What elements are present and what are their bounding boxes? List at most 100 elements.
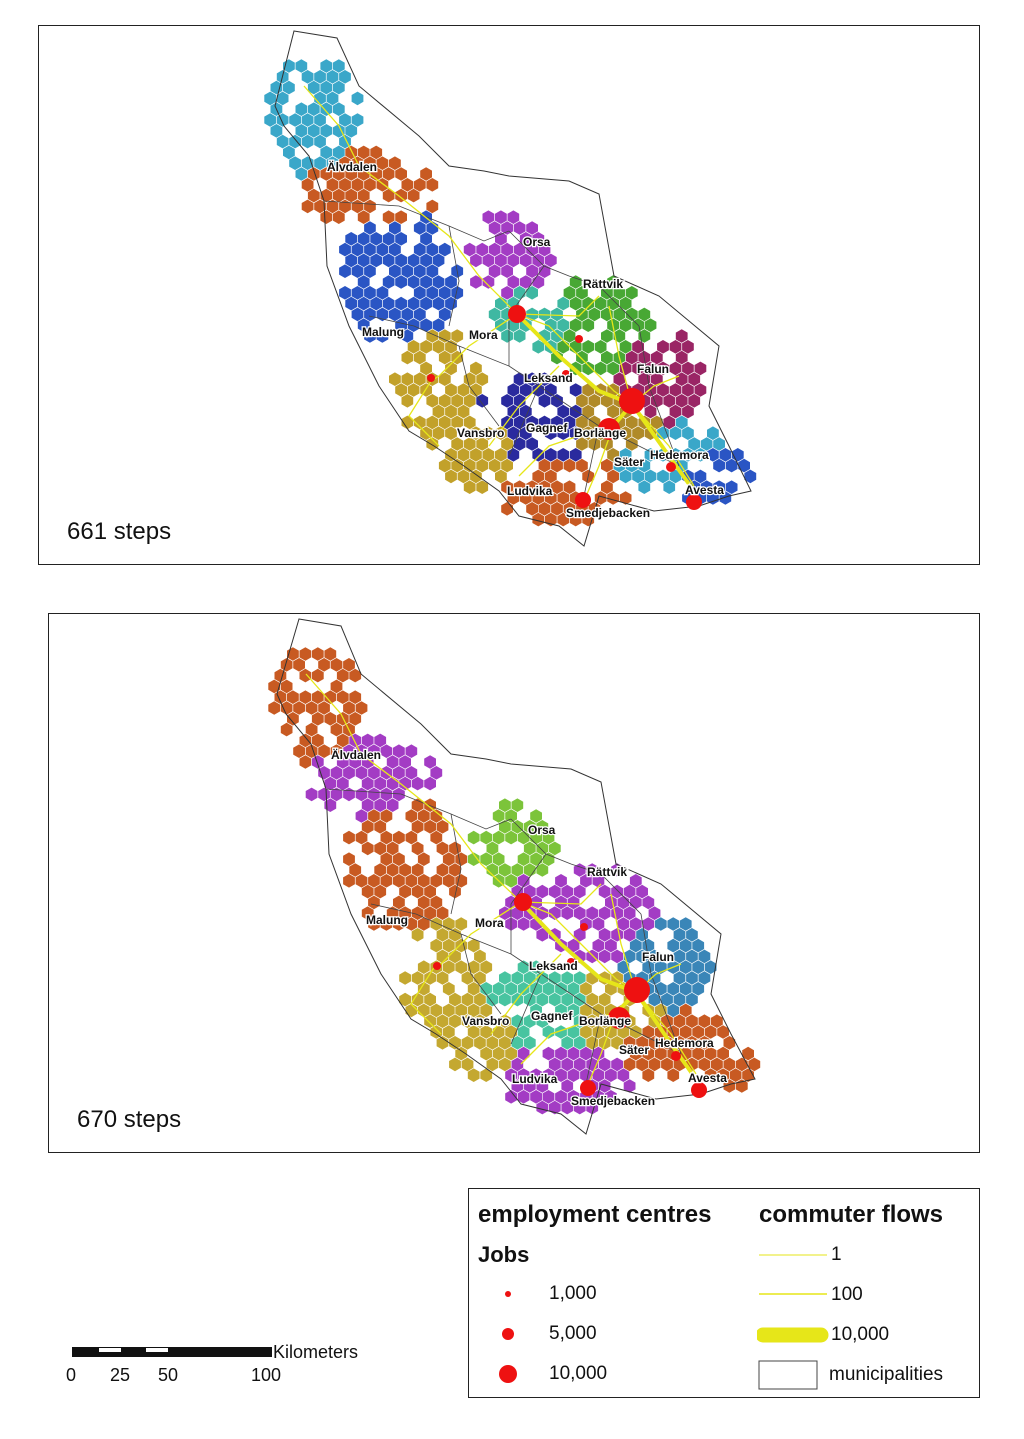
hex-cell (561, 992, 574, 1007)
hex-cell (417, 1003, 430, 1018)
place-label: Ludvika (507, 484, 553, 498)
hex-cell (432, 253, 445, 268)
hex-cell (345, 232, 358, 246)
hex-cell (601, 329, 613, 343)
hex-cell (538, 242, 551, 257)
hex-cell (380, 917, 393, 931)
hex-cell (438, 350, 451, 365)
hex-cell (711, 1014, 723, 1028)
hex-cell (679, 938, 692, 953)
hex-cell (445, 275, 457, 289)
hex-cell (563, 415, 576, 430)
hex-cell (679, 1025, 692, 1039)
place-label: Leksand (529, 959, 578, 973)
map-legend: employment centres commuter flows Jobs 1… (468, 1188, 980, 1398)
hex-cell (576, 458, 588, 473)
hex-cell (657, 340, 669, 354)
hex-cell (336, 668, 349, 683)
hex-cell (607, 296, 619, 311)
hex-cell (723, 1036, 736, 1050)
hex-cell (511, 798, 524, 812)
hex-cell (598, 1014, 611, 1028)
place-label: Gagnef (531, 1009, 573, 1023)
hex-cell (339, 264, 351, 278)
hex-cell (638, 480, 651, 494)
hex-cell (679, 960, 692, 974)
hex-cell (301, 178, 314, 192)
hex-cell (704, 1025, 717, 1039)
hex-cell (287, 712, 299, 726)
hex-cell (411, 820, 424, 834)
hex-cell (438, 307, 451, 322)
hex-cell (474, 992, 486, 1007)
hex-cell (455, 1003, 468, 1018)
hex-cell (713, 480, 725, 494)
hex-cell (438, 394, 451, 408)
hex-cell (580, 982, 592, 996)
hex-cell (432, 296, 445, 311)
hex-cell (426, 199, 439, 214)
hex-cell (411, 841, 424, 856)
hex-cell (351, 113, 364, 127)
hex-cell (320, 210, 333, 224)
hex-cell (430, 874, 443, 888)
hex-cell (563, 458, 576, 473)
hex-cell (629, 1046, 642, 1061)
hex-cell (619, 296, 632, 311)
hex-cell (557, 512, 570, 527)
hex-cell (555, 1090, 567, 1104)
hex-cell (401, 307, 414, 322)
hex-cell (625, 437, 638, 451)
hex-cell (617, 960, 630, 974)
hex-cell (364, 178, 376, 192)
hex-cell (648, 992, 661, 1007)
hex-cell (507, 383, 520, 397)
hex-cell (368, 895, 380, 910)
hex-cell (355, 874, 368, 888)
hex-cell (619, 318, 632, 332)
hex-cell (632, 469, 644, 484)
hex-cell (357, 145, 370, 160)
steps-label: 661 steps (67, 518, 172, 545)
hex-cell (293, 658, 305, 672)
hex-cell (449, 1014, 461, 1028)
hex-cell (420, 167, 432, 181)
hex-cell (657, 426, 669, 440)
hex-cell (449, 992, 461, 1007)
hex-cell (461, 971, 474, 985)
hex-cell (395, 318, 407, 332)
hex-cell (576, 286, 588, 300)
hex-cell (311, 647, 324, 661)
hex-cell (517, 982, 530, 996)
hex-cell (480, 1046, 493, 1061)
hex-cell (438, 329, 451, 343)
legend-flow-value: 100 (831, 1284, 863, 1305)
hex-cell (482, 253, 495, 268)
hex-cell (511, 971, 524, 985)
hex-cell (476, 372, 489, 386)
hex-cell (648, 906, 661, 920)
hex-cell (343, 658, 355, 672)
hex-cell (686, 992, 698, 1007)
hex-cell (301, 113, 314, 127)
hex-cell (713, 437, 725, 451)
hex-cell (586, 1014, 599, 1028)
hex-cell (523, 971, 536, 985)
hex-cell (611, 1057, 623, 1072)
hex-cell (544, 426, 557, 440)
hex-cell (445, 448, 457, 462)
hex-cell (442, 852, 455, 866)
legend-flow-value: 1 (831, 1244, 842, 1265)
hex-cell (442, 1003, 455, 1018)
hex-cell (538, 415, 551, 430)
hex-cell (667, 982, 680, 996)
scale-tick-label: 100 (251, 1365, 282, 1385)
legend-flow-symbols (757, 1254, 829, 1390)
hex-cell (407, 383, 420, 397)
hex-cell (623, 928, 636, 942)
hex-cell (673, 1036, 686, 1050)
hex-cell (449, 1036, 461, 1050)
hex-cell (625, 458, 638, 473)
hex-cell (519, 404, 532, 419)
place-label: Hedemora (655, 1036, 714, 1050)
